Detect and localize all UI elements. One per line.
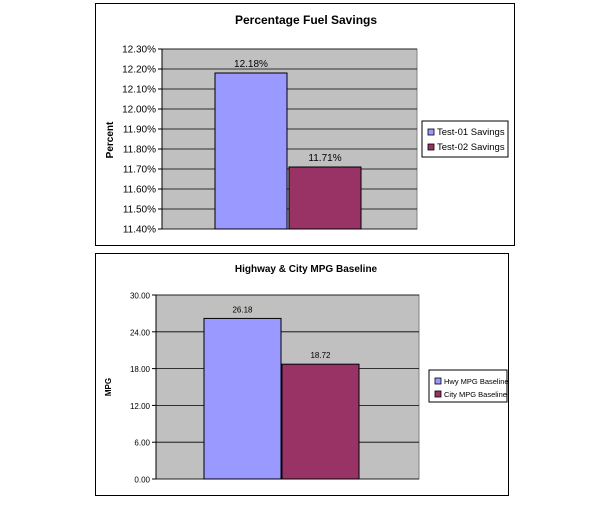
y-tick-label: 12.20% (122, 65, 156, 76)
bar-2 (288, 166, 362, 230)
legend-label: City MPG Baseline (444, 390, 507, 399)
legend-swatch (427, 143, 435, 151)
y-tick-label: 24.00 (130, 328, 151, 337)
bar-data-label: 18.72 (310, 351, 331, 360)
legend-box (428, 369, 508, 403)
y-tick-label: 12.00 (130, 402, 151, 411)
y-tick-label: 11.80% (123, 145, 156, 156)
bar-1 (203, 317, 282, 480)
y-tick-label: 30.00 (130, 292, 151, 301)
legend-swatch (434, 390, 442, 398)
fuel-savings-chart: Percentage Fuel Savings 11.40% 11.50% 11.60… (95, 3, 515, 246)
y-tick-label: 12.00% (122, 105, 156, 116)
bar-data-label: 12.18% (234, 59, 268, 70)
bar-data-label: 26.18 (232, 305, 253, 314)
legend-swatch (427, 128, 435, 136)
mpg-baseline-chart: Highway & City MPG Baseline 0.00 6.00 12.00… (95, 253, 509, 496)
y-tick-label: 18.00 (130, 365, 151, 374)
bar-data-label: 11.71% (308, 153, 341, 164)
y-tick-label: 0.00 (134, 476, 150, 485)
chart-title: Percentage Fuel Savings (235, 13, 377, 27)
y-tick-label: 11.90% (123, 125, 156, 136)
mpg-baseline-chart-svg: Highway & City MPG Baseline 0.00 6.00 12.00… (104, 264, 509, 485)
chart-title: Highway & City MPG Baseline (235, 264, 378, 275)
legend-label: Test-01 Savings (437, 127, 505, 138)
legend-label: Hwy MPG Baseline (444, 377, 509, 386)
y-axis-label: MPG (104, 378, 113, 396)
legend-box (421, 120, 509, 158)
y-tick-label: 6.00 (134, 439, 150, 448)
y-tick-label: 12.30% (122, 45, 156, 56)
bar-1 (214, 72, 288, 230)
y-tick-label: 11.70% (123, 165, 156, 176)
y-tick-label: 11.60% (123, 185, 156, 196)
legend-swatch (434, 377, 442, 385)
fuel-savings-chart-svg: Percentage Fuel Savings 11.40% 11.50% 11.60… (105, 13, 509, 236)
legend-label: Test-02 Savings (437, 142, 505, 153)
y-axis-label: Percent (105, 121, 116, 158)
bar-2 (281, 363, 360, 480)
y-tick-label: 11.40% (123, 225, 156, 236)
y-tick-label: 11.50% (123, 205, 156, 216)
y-tick-label: 12.10% (122, 85, 156, 96)
